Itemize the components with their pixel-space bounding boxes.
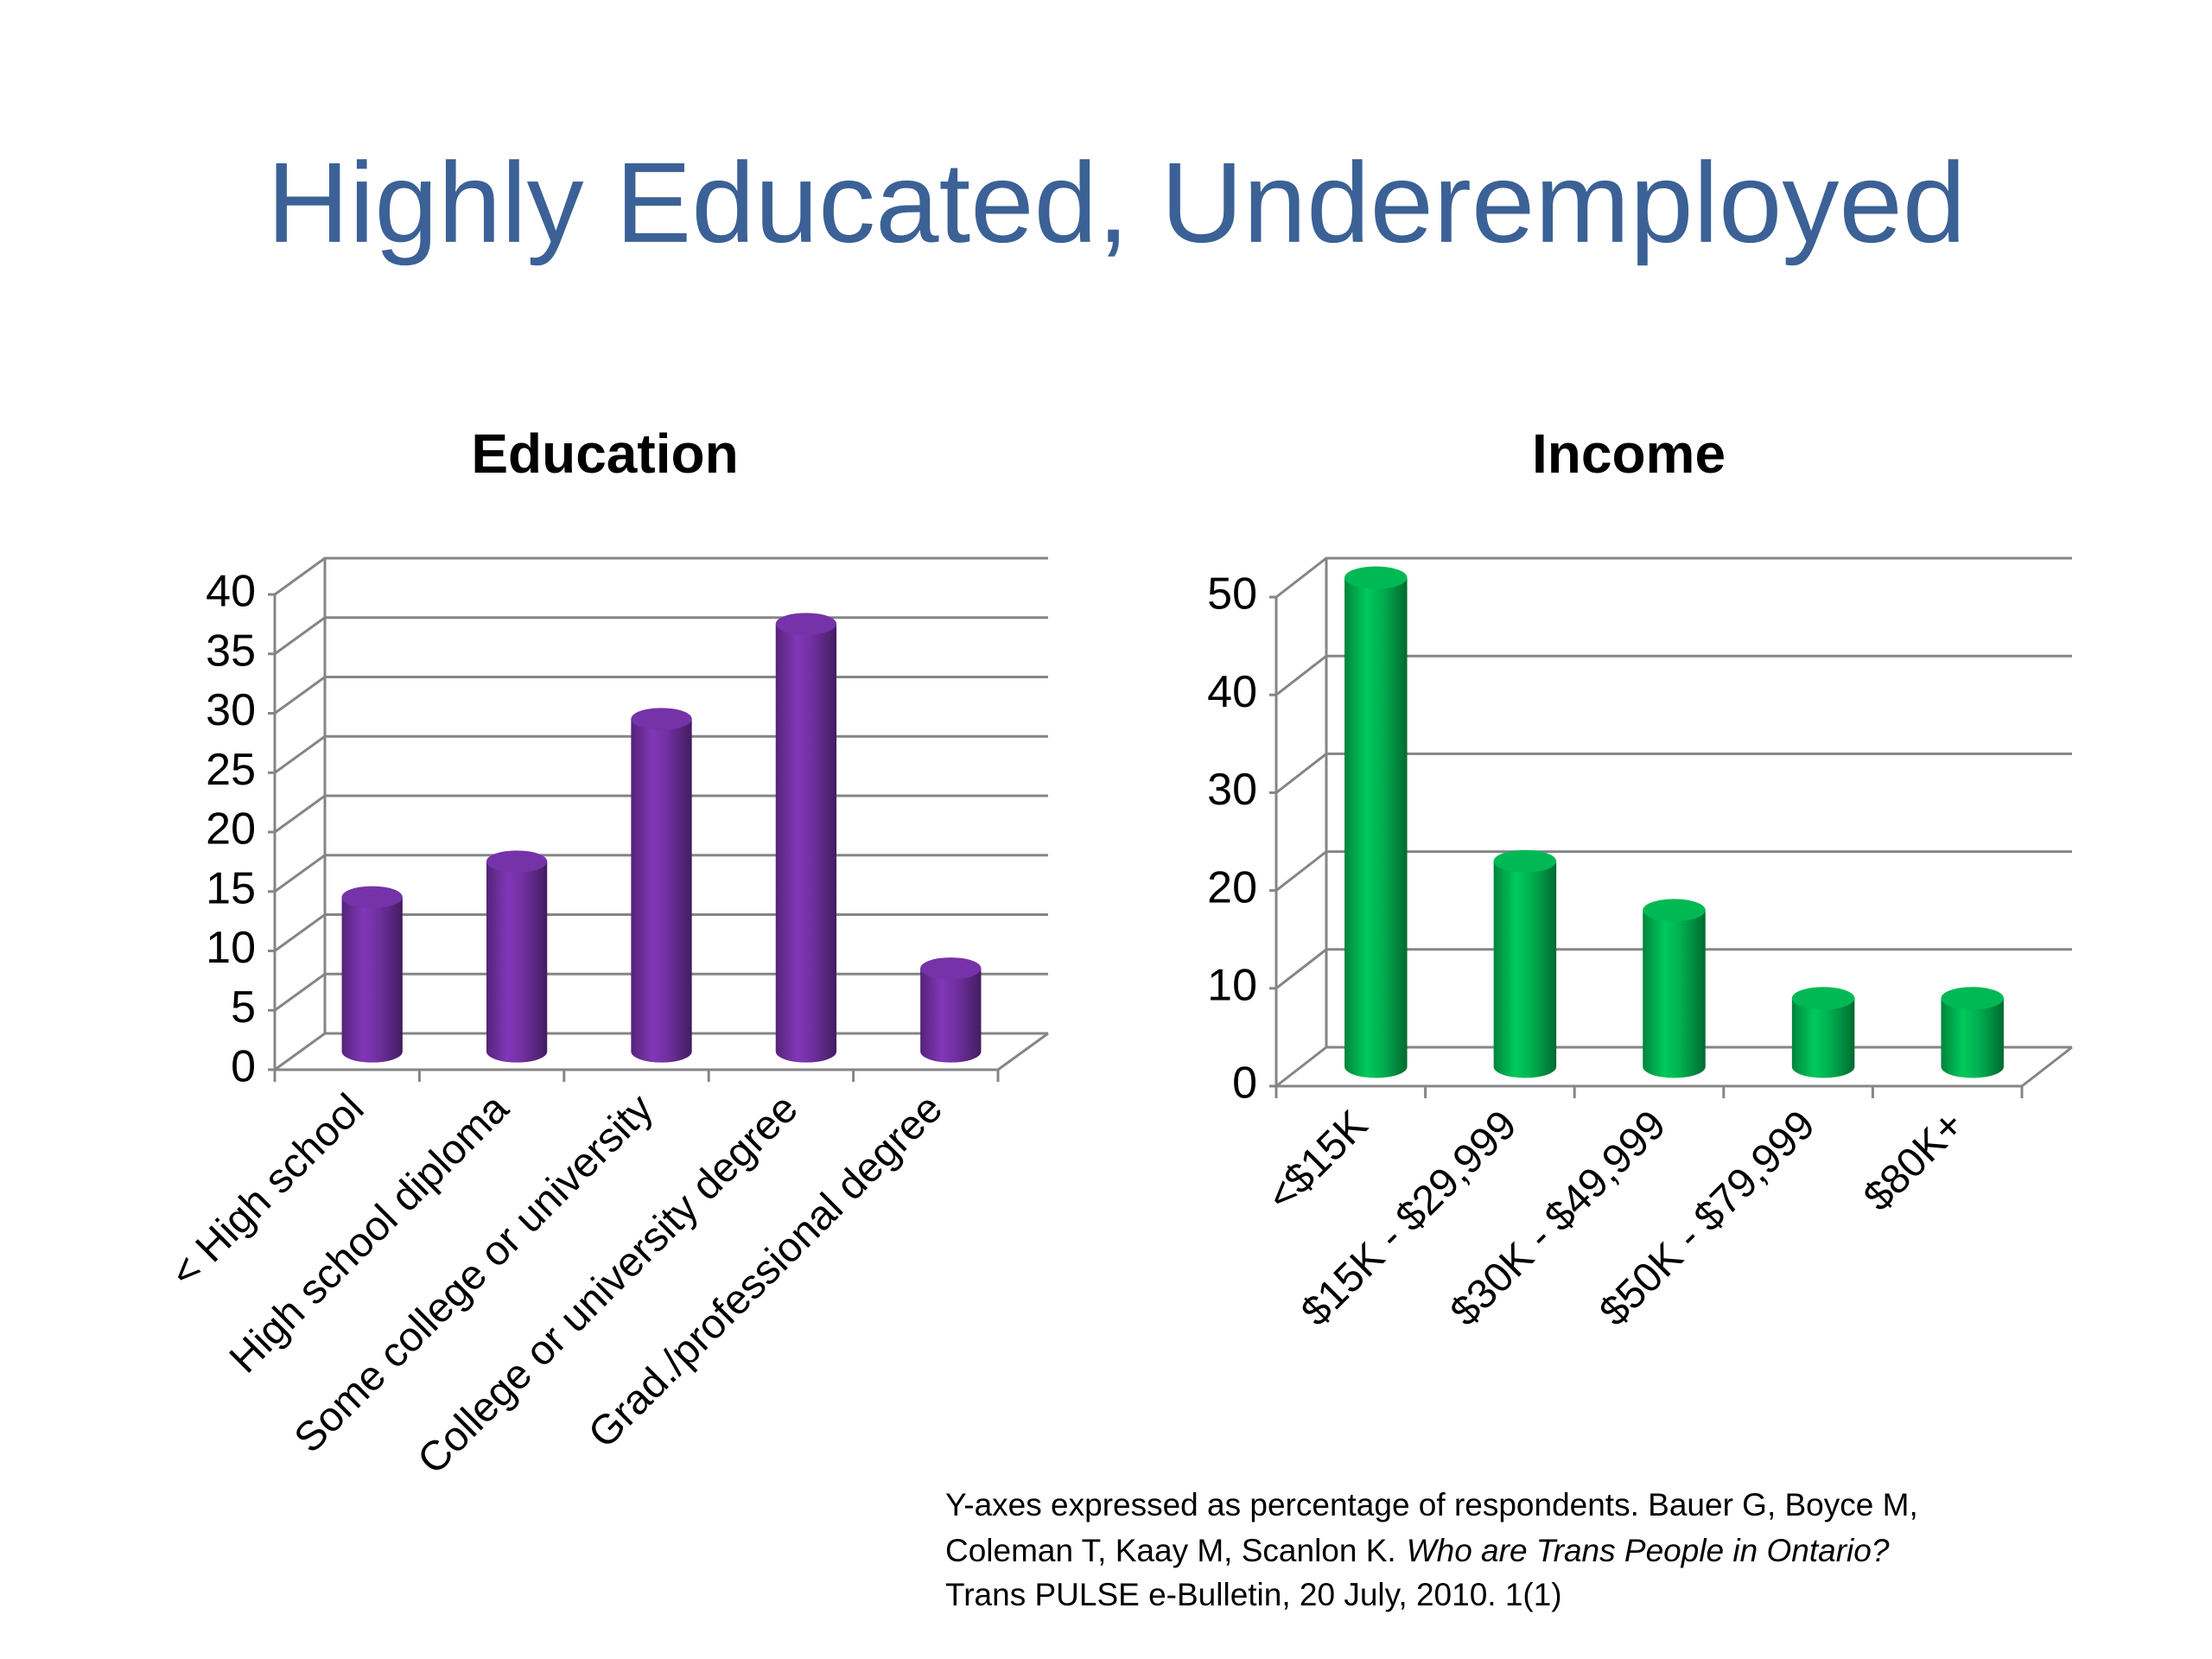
- bar-top: [1643, 899, 1706, 922]
- y-tick-label: 50: [1207, 569, 1257, 620]
- bar: [1643, 899, 1706, 1078]
- bar: [920, 957, 982, 1063]
- x-tick-label: $80K+: [1855, 1102, 1974, 1220]
- footnote-text: Coleman T, Kaay M, Scanlon K.: [945, 1533, 1396, 1568]
- bar-top: [1791, 987, 1855, 1010]
- bar: [1791, 987, 1855, 1078]
- bar-top: [341, 886, 403, 908]
- y-tick-label: 40: [206, 567, 256, 617]
- y-tick-label: 35: [206, 626, 256, 676]
- y-tick-label: 25: [206, 745, 256, 795]
- footnote-line: Y-axes expressed as percentage of respon…: [945, 1487, 1918, 1522]
- bar-body: [920, 968, 982, 1063]
- bar-body: [1344, 577, 1408, 1078]
- bar-body: [486, 861, 548, 1063]
- y-tick-label: 10: [206, 923, 256, 973]
- y-tick-label: 0: [1232, 1058, 1257, 1109]
- grid-line: [274, 676, 1048, 715]
- y-tick-label: 15: [206, 863, 256, 913]
- x-tick-label: High school diploma: [221, 1085, 518, 1382]
- bar-body: [1791, 998, 1855, 1078]
- bar-top: [631, 708, 692, 730]
- bar-body: [1941, 998, 2004, 1078]
- footnote-line: Coleman T, Kaay M, Scanlon K. Who are Tra…: [945, 1533, 1890, 1568]
- bar: [341, 886, 403, 1063]
- x-tick-label: <$15K: [1259, 1102, 1377, 1220]
- y-tick-label: 20: [206, 804, 256, 855]
- y-tick-label: 40: [1207, 667, 1257, 717]
- footnote-italic: Who are Trans People in Ontario?: [1407, 1533, 1890, 1568]
- bar-body: [775, 624, 837, 1063]
- y-tick-label: 30: [1207, 765, 1257, 815]
- y-tick-label: 10: [1207, 961, 1257, 1011]
- bar-body: [341, 897, 403, 1063]
- chart-title: Education: [471, 423, 738, 485]
- bar: [775, 613, 837, 1063]
- bar-top: [1493, 849, 1557, 873]
- bar: [1493, 849, 1557, 1078]
- bar: [486, 850, 548, 1063]
- y-tick-label: 30: [206, 685, 256, 735]
- grid-line: [274, 556, 1048, 596]
- bar-body: [1493, 861, 1557, 1078]
- footnote-line: Trans PULSE e-Bulletin, 20 July, 2010. 1…: [945, 1577, 1562, 1612]
- bar-top: [1344, 566, 1408, 589]
- grid-line: [274, 616, 1048, 655]
- bar: [1941, 987, 2004, 1078]
- y-tick-label: 0: [231, 1042, 256, 1092]
- bar-top: [486, 850, 548, 873]
- bar: [631, 708, 692, 1063]
- bar-top: [920, 957, 982, 980]
- bar-top: [1941, 987, 2004, 1010]
- y-tick-label: 20: [1207, 862, 1257, 912]
- bar: [1344, 566, 1408, 1078]
- chart-title: Income: [1532, 423, 1726, 485]
- bar-top: [775, 613, 837, 635]
- bar-body: [631, 719, 692, 1063]
- slide-title: Highly Educated, Underemployed: [267, 139, 1966, 266]
- bar-body: [1643, 910, 1706, 1078]
- y-tick-label: 5: [231, 982, 256, 1033]
